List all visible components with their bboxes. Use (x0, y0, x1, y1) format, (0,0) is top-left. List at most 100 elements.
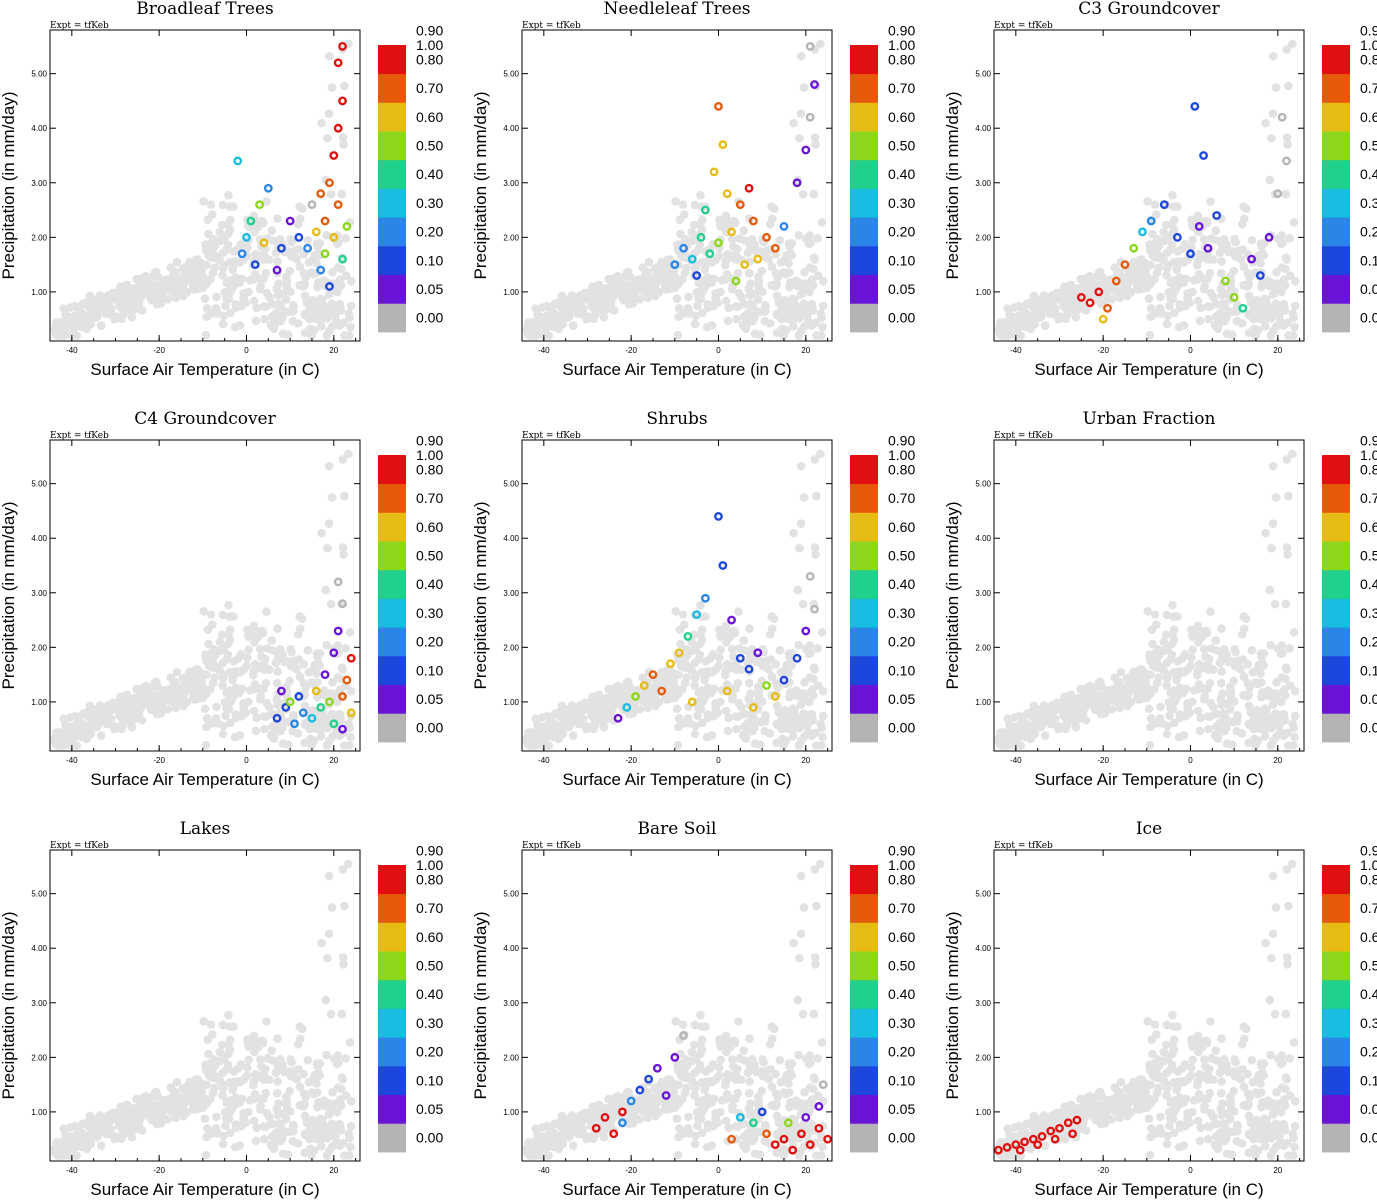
background-point (543, 711, 552, 721)
background-point (289, 302, 298, 311)
data-point (303, 243, 313, 253)
y-tick-label: 2.00 (31, 1053, 47, 1062)
colorbar-swatch (1322, 512, 1350, 542)
y-tick-label: 2.00 (503, 643, 519, 652)
background-point (691, 672, 700, 681)
background-point (272, 678, 282, 688)
data-point (346, 653, 356, 663)
background-point (255, 1055, 265, 1064)
background-point (787, 239, 797, 248)
y-tick-label: 5.00 (975, 70, 991, 79)
background-point (715, 653, 724, 663)
background-point (1098, 703, 1108, 712)
background-point (1145, 330, 1155, 340)
background-point (1244, 280, 1253, 289)
data-point (346, 708, 356, 718)
background-point (138, 1093, 147, 1103)
background-point (96, 321, 106, 330)
background-point (225, 718, 235, 728)
data-point (727, 615, 736, 625)
colorbar-label: 0.05 (888, 691, 915, 707)
background-point (218, 271, 227, 280)
background-point (788, 731, 798, 741)
data-point (779, 222, 789, 231)
background-point (225, 285, 234, 295)
colorbar-swatch (378, 188, 406, 218)
background-point (171, 1087, 181, 1097)
colorbar-label: 0.70 (1360, 490, 1377, 506)
colorbar-label: 0.70 (416, 900, 443, 916)
background-point (1128, 682, 1138, 692)
background-point (202, 714, 212, 723)
background-point (744, 678, 754, 688)
colorbar-label: 0.70 (888, 490, 915, 506)
y-tick-label: 1.00 (975, 288, 991, 297)
colorbar-label: 0.60 (888, 109, 915, 125)
colorbar-swatch (1322, 217, 1350, 247)
background-point (202, 312, 211, 322)
background-point (273, 667, 282, 676)
data-point (237, 249, 247, 259)
background-point (182, 1107, 192, 1117)
background-point (801, 234, 811, 244)
background-point (1241, 204, 1251, 214)
background-point (798, 189, 808, 199)
background-point (65, 740, 74, 749)
background-point (1175, 303, 1185, 312)
data-point (277, 686, 286, 696)
background-point (775, 645, 785, 655)
background-point (295, 672, 305, 681)
background-point (1115, 677, 1125, 687)
colorbar-label: 0.05 (416, 281, 443, 297)
background-point (626, 293, 636, 302)
background-point (1281, 599, 1291, 609)
background-point (331, 1131, 340, 1140)
background-point (225, 1105, 234, 1115)
x-tick-label: 0 (244, 1166, 249, 1175)
background-point (197, 265, 206, 275)
data-point (246, 216, 256, 226)
data-point (801, 145, 811, 155)
x-tick-label: -20 (1097, 756, 1109, 765)
background-point (225, 695, 234, 705)
background-point (610, 285, 620, 295)
background-point (803, 311, 812, 320)
colorbar-label: 1.00 (888, 447, 915, 463)
background-point (708, 650, 718, 659)
background-point (1179, 730, 1189, 740)
background-point (337, 264, 346, 274)
background-point (300, 719, 310, 729)
background-point (344, 331, 354, 340)
x-tick-label: -20 (625, 756, 637, 765)
data-point (320, 670, 330, 680)
background-point (1179, 320, 1189, 330)
experiment-label: Expt = tfKeb (522, 21, 581, 31)
background-point (1232, 726, 1242, 736)
background-point (267, 226, 276, 235)
background-point (1162, 610, 1172, 620)
colorbar-label: 0.40 (416, 576, 443, 592)
x-tick-label: -20 (625, 346, 637, 355)
background-point (124, 716, 134, 725)
background-point (261, 268, 271, 278)
background-point (753, 682, 763, 692)
background-point (138, 285, 148, 295)
background-point (204, 1049, 213, 1059)
data-point (311, 686, 321, 696)
data-point (1229, 292, 1239, 302)
colorbar-label: 0.70 (416, 80, 443, 96)
colorbar-swatch (850, 655, 878, 685)
background-point (1217, 624, 1226, 633)
background-point (1180, 650, 1190, 659)
background-point (324, 109, 334, 118)
background-point (1155, 304, 1165, 313)
background-point (557, 701, 567, 711)
background-point (252, 1123, 262, 1133)
background-point (674, 722, 683, 732)
y-tick-label: 1.00 (503, 288, 519, 297)
background-point (1156, 292, 1165, 302)
data-point (1103, 303, 1112, 313)
background-point (1060, 692, 1069, 701)
background-point (796, 461, 806, 471)
background-point (1051, 291, 1061, 301)
